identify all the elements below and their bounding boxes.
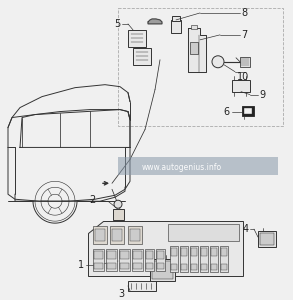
Bar: [93, 249, 104, 271]
Bar: [112, 229, 122, 241]
Bar: [130, 229, 140, 241]
Text: 9: 9: [259, 90, 265, 100]
Bar: [190, 42, 198, 54]
Text: 10: 10: [237, 72, 249, 82]
Bar: [146, 263, 153, 269]
Bar: [94, 263, 103, 269]
Text: 3: 3: [118, 289, 124, 299]
Bar: [120, 263, 129, 269]
Bar: [132, 249, 143, 271]
Bar: [191, 25, 197, 29]
Text: 5: 5: [114, 19, 120, 29]
Bar: [145, 249, 154, 271]
Bar: [128, 30, 146, 47]
Bar: [107, 251, 116, 259]
Bar: [171, 20, 181, 33]
Bar: [240, 57, 250, 67]
Bar: [258, 231, 276, 247]
Bar: [152, 261, 173, 279]
Bar: [133, 251, 142, 259]
Bar: [201, 248, 207, 256]
Text: 1: 1: [78, 260, 84, 270]
Bar: [94, 251, 103, 259]
Bar: [133, 263, 142, 269]
Bar: [146, 251, 153, 259]
Bar: [232, 80, 250, 92]
Bar: [128, 226, 142, 244]
Bar: [220, 246, 228, 272]
Polygon shape: [168, 224, 239, 241]
Bar: [211, 248, 217, 256]
Polygon shape: [188, 28, 206, 72]
Bar: [191, 248, 197, 256]
Bar: [157, 263, 164, 269]
Text: 7: 7: [241, 30, 247, 40]
Bar: [201, 264, 207, 270]
Bar: [180, 246, 188, 272]
Bar: [242, 106, 254, 116]
Bar: [110, 226, 124, 244]
Bar: [190, 246, 198, 272]
Polygon shape: [148, 19, 162, 24]
Text: 6: 6: [224, 106, 230, 117]
Bar: [260, 233, 274, 245]
Circle shape: [114, 200, 122, 208]
Bar: [128, 281, 156, 291]
Bar: [170, 246, 178, 272]
Text: 8: 8: [241, 8, 247, 18]
Bar: [210, 246, 218, 272]
Bar: [172, 16, 180, 21]
Text: 2: 2: [90, 195, 96, 205]
Bar: [118, 8, 283, 125]
Bar: [171, 264, 177, 270]
Text: www.autogenius.info: www.autogenius.info: [142, 163, 222, 172]
Bar: [119, 249, 130, 271]
Bar: [113, 209, 124, 220]
Bar: [156, 249, 165, 271]
Bar: [221, 248, 227, 256]
Bar: [181, 248, 187, 256]
Bar: [221, 264, 227, 270]
Polygon shape: [88, 221, 243, 276]
Bar: [95, 229, 105, 241]
Bar: [133, 48, 151, 65]
Bar: [200, 246, 208, 272]
Bar: [157, 251, 164, 259]
Bar: [93, 226, 107, 244]
Bar: [150, 259, 175, 281]
Bar: [191, 264, 197, 270]
Text: 4: 4: [243, 224, 249, 234]
Bar: [106, 249, 117, 271]
Bar: [171, 248, 177, 256]
Bar: [120, 251, 129, 259]
Bar: [244, 108, 252, 114]
Bar: [211, 264, 217, 270]
Bar: [118, 158, 278, 175]
Bar: [107, 263, 116, 269]
Bar: [181, 264, 187, 270]
Circle shape: [212, 56, 224, 68]
